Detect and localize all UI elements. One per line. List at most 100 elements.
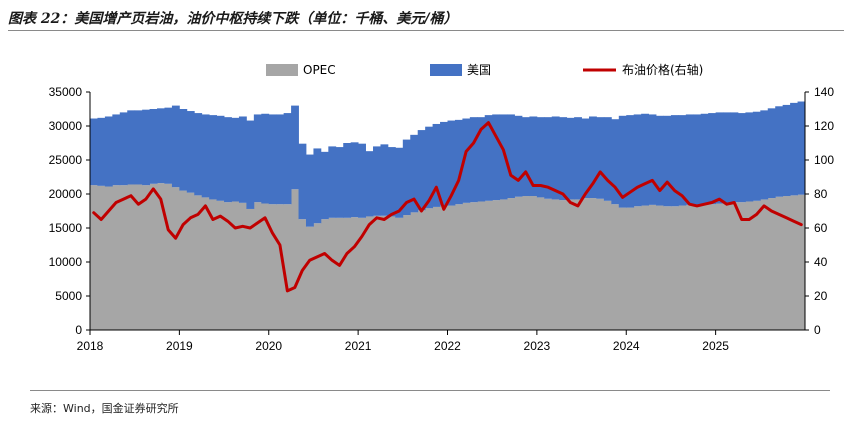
- us-bar: [693, 114, 702, 205]
- us-bar: [283, 113, 292, 205]
- us-bar: [603, 117, 612, 201]
- opec-bar: [395, 217, 404, 330]
- us-bar: [373, 146, 381, 216]
- opec-bar: [104, 186, 113, 330]
- us-bar: [253, 114, 262, 203]
- opec-bar: [320, 219, 329, 330]
- us-bar: [708, 113, 717, 205]
- opec-bar: [313, 223, 322, 330]
- us-bar: [97, 117, 106, 186]
- opec-bar: [790, 195, 798, 330]
- left-tick-label: 20000: [49, 187, 83, 201]
- axes: 0 5000 10000 15000 20000 25000 30000 35000 0 20 40…: [49, 85, 835, 353]
- us-bar: [566, 117, 575, 200]
- us-bar: [343, 143, 352, 218]
- opec-bar: [246, 208, 255, 330]
- opec-bar: [410, 212, 419, 330]
- us-bar: [767, 108, 776, 199]
- opec-bar: [90, 185, 98, 330]
- us-bar: [313, 148, 322, 224]
- opec-bar: [238, 202, 247, 330]
- us-bar: [134, 110, 143, 185]
- us-bar: [745, 112, 754, 202]
- us-bar: [477, 117, 486, 202]
- opec-bar: [708, 204, 717, 330]
- us-bar: [454, 119, 463, 205]
- title-divider: [8, 30, 844, 31]
- us-bar: [469, 117, 478, 203]
- right-tick-label: 0: [814, 323, 821, 337]
- left-tick-label: 35000: [49, 85, 83, 99]
- legend-brent-label: 布油价格(右轴): [622, 62, 703, 77]
- us-bar: [179, 109, 188, 191]
- us-bar: [149, 109, 158, 184]
- legend-us-swatch: [430, 64, 462, 76]
- opec-bar: [149, 183, 158, 330]
- opec-bar: [626, 207, 635, 330]
- x-tick-label: 2022: [434, 339, 461, 353]
- opec-bar: [670, 206, 679, 330]
- opec-bar: [767, 198, 776, 330]
- opec-bar: [581, 198, 590, 330]
- us-bar: [633, 114, 642, 207]
- us-bar: [157, 108, 165, 184]
- opec-bar: [514, 196, 523, 330]
- us-bar: [216, 115, 225, 201]
- left-tick-label: 5000: [55, 289, 82, 303]
- us-bar: [387, 147, 396, 217]
- legend-opec-label: OPEC: [303, 63, 336, 77]
- us-bar: [358, 143, 366, 218]
- opec-bar: [618, 207, 627, 330]
- right-tick-label: 140: [814, 85, 834, 99]
- us-bar: [797, 101, 806, 195]
- us-bar: [201, 114, 210, 198]
- us-bar: [119, 112, 128, 186]
- opec-bar: [380, 215, 389, 330]
- us-bar: [298, 143, 307, 220]
- legend-opec-swatch: [266, 64, 298, 76]
- x-tick-label: 2024: [613, 339, 640, 353]
- us-bar: [678, 115, 687, 206]
- opec-bar: [760, 199, 769, 330]
- us-bar: [536, 117, 545, 198]
- opec-bar: [730, 202, 739, 330]
- opec-bar: [633, 206, 642, 330]
- opec-bar: [663, 206, 672, 330]
- us-bar: [291, 105, 299, 190]
- us-bar: [224, 117, 232, 203]
- opec-bar: [358, 217, 366, 330]
- opec-bar: [737, 202, 746, 330]
- us-bar: [596, 117, 605, 199]
- us-bar: [715, 112, 724, 204]
- us-bar: [574, 117, 582, 200]
- legend: OPEC 美国 布油价格(右轴): [266, 62, 703, 77]
- us-bar: [335, 147, 344, 218]
- opec-bar: [335, 217, 344, 330]
- opec-bar: [164, 183, 173, 330]
- opec-bar: [373, 215, 381, 330]
- us-bar: [171, 105, 180, 188]
- opec-bar: [469, 202, 478, 330]
- opec-bar: [678, 205, 687, 330]
- us-bar: [737, 113, 746, 203]
- us-bar: [589, 116, 597, 199]
- opec-bar: [745, 201, 754, 330]
- opec-bar: [97, 185, 106, 330]
- x-tick-label: 2023: [524, 339, 551, 353]
- opec-bar: [536, 197, 545, 330]
- source-divider: [30, 390, 830, 391]
- us-bar: [656, 115, 664, 206]
- us-bar: [320, 151, 329, 220]
- brent-price-line: [92, 121, 803, 293]
- right-tick-label: 100: [814, 153, 834, 167]
- us-bar: [551, 116, 560, 200]
- opec-bar: [425, 208, 434, 330]
- us-bar: [425, 126, 434, 209]
- opec-bar: [276, 204, 285, 330]
- us-bar: [350, 142, 359, 218]
- right-tick-label: 120: [814, 119, 834, 133]
- us-bar: [209, 115, 218, 200]
- x-tick-label: 2020: [255, 339, 282, 353]
- opec-bar: [268, 204, 277, 330]
- us-bar: [529, 116, 538, 197]
